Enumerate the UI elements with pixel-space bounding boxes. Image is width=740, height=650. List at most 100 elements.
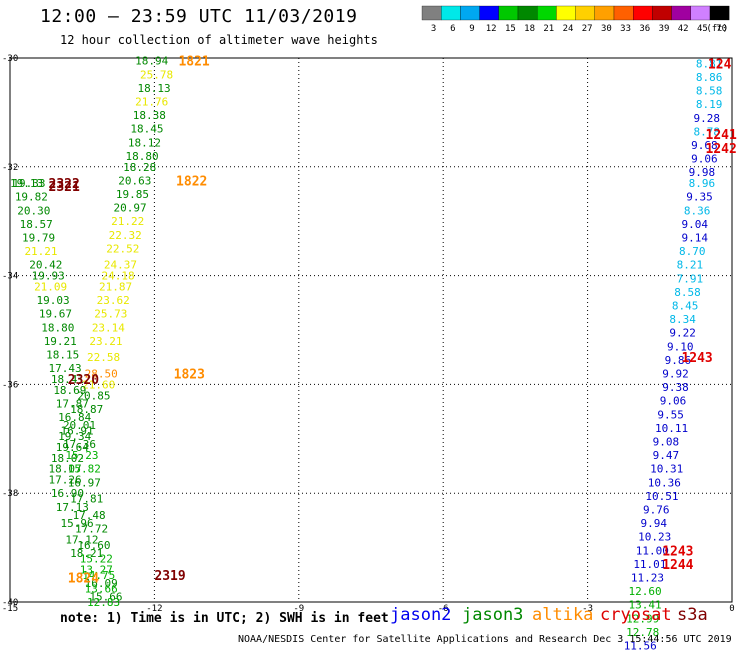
y-tick-label: -32 — [2, 163, 18, 173]
swh-point-cryosat: 8.70 — [679, 245, 706, 258]
time-label: 2322 — [49, 177, 80, 192]
swh-point-altika: 19.34 — [58, 430, 91, 443]
swh-point-cryosat: 8.58 — [674, 286, 701, 299]
swh-point-altika: 23.21 — [89, 335, 122, 348]
legend-swatch — [575, 5, 595, 21]
swh-point-altika: 21.87 — [99, 280, 132, 293]
legend-label: 45 — [697, 24, 708, 34]
color-scale-legend: 3 6 9 12 15 18 21 24 27 30 33 36 39 42 45 70(ft) — [421, 5, 730, 34]
swh-point-altika: 17.13 — [56, 501, 89, 514]
swh-point-s3a: 19.03 — [36, 294, 69, 307]
swh-point-cryosat: 8.81 — [696, 57, 723, 70]
time-labels: 1821182218231824232123222320231912412411… — [49, 55, 737, 587]
swh-point-altika: 16.09 — [85, 577, 118, 590]
swh-point-s3a: 19.67 — [39, 308, 72, 321]
time-label: 1243 — [662, 544, 693, 559]
swh-point-cryosat: 10.36 — [648, 476, 681, 489]
swh-point-s3a: 13.66 — [85, 582, 118, 595]
swh-point-s3a: 19.21 — [44, 335, 77, 348]
time-label: 2320 — [68, 373, 99, 388]
swh-point-cryosat: 13.41 — [629, 599, 662, 612]
legend-label: 3 — [431, 24, 436, 34]
sat-jason3: jason3 — [462, 605, 524, 625]
swh-point-cryosat: 9.47 — [653, 449, 680, 462]
swh-point-s3a: 20.30 — [17, 204, 50, 217]
swh-point-s3a: 12.83 — [87, 596, 120, 609]
swh-point-s3a: 17.87 — [56, 397, 89, 410]
swh-point-altika: 21.60 — [82, 378, 115, 391]
legend-label: 21 — [543, 24, 554, 34]
swh-point-cryosat: 9.92 — [662, 368, 689, 381]
swh-point-altika: 18.94 — [135, 55, 168, 68]
swh-point-cryosat: 9.35 — [686, 191, 713, 204]
swh-point-s3a: 16.97 — [68, 476, 101, 489]
swh-point-cryosat: 8.19 — [696, 98, 723, 111]
swh-point-s3a: 19.79 — [22, 232, 55, 245]
swh-point-cryosat: 9.94 — [641, 517, 668, 530]
legend-swatch — [498, 5, 519, 21]
swh-point-cryosat: 10.31 — [650, 463, 683, 476]
swh-point-s3a: 18.57 — [20, 218, 53, 231]
sat-altika: altika — [532, 605, 594, 625]
swh-point-altika: 17.12 — [65, 533, 98, 546]
legend-swatch — [690, 5, 711, 21]
swh-point-altika: 24.37 — [104, 259, 137, 272]
swh-point-altika: 28.50 — [85, 368, 118, 381]
swh-point-cryosat: 9.68 — [691, 139, 718, 152]
swh-point-cryosat: 8.34 — [669, 313, 696, 326]
swh-point-altika: 22.52 — [106, 242, 139, 255]
time-label: 1823 — [174, 368, 205, 383]
swh-point-s3a: 21.21 — [24, 245, 57, 258]
note-text: note: 1) Time is in UTC; 2) SWH is in fe… — [60, 611, 389, 626]
swh-point-altika: 24.18 — [101, 270, 134, 283]
plot-frame — [9, 57, 733, 603]
swh-point-cryosat: 11.23 — [631, 572, 664, 585]
swh-point-s3a: 17.43 — [49, 362, 82, 375]
swh-point-altika: 20.01 — [63, 419, 96, 432]
swh-point-altika: 21.76 — [135, 96, 168, 109]
legend-label: 30 — [601, 24, 612, 34]
swh-point-s3a: 15.22 — [80, 552, 113, 565]
swh-point-s3a: 19.33 — [12, 177, 45, 190]
y-tick-label: -36 — [2, 380, 18, 390]
legend-swatch — [460, 5, 480, 21]
swh-point-cryosat: 9.10 — [667, 340, 694, 353]
swh-point-altika: 23.62 — [97, 294, 130, 307]
swh-point-altika: 16.90 — [51, 487, 84, 500]
x-tick-label: -12 — [146, 604, 162, 614]
swh-point-altika: 19.85 — [116, 188, 149, 201]
legend-swatch — [517, 5, 538, 21]
legend-label: 18 — [524, 24, 535, 34]
swh-point-cryosat: 9.28 — [693, 112, 720, 125]
swh-point-altika: 15.96 — [61, 517, 94, 530]
swh-point-altika: 20.63 — [118, 174, 151, 187]
x-tick-label: -6 — [438, 604, 449, 614]
swh-point-s3a: 20.42 — [29, 259, 62, 272]
legend-label: 6 — [450, 24, 455, 34]
swh-point-cryosat: 7.91 — [677, 272, 704, 285]
swh-point-s3a: 17.36 — [63, 438, 96, 451]
legend-label: 36 — [639, 24, 650, 34]
swh-point-cryosat: 9.06 — [691, 153, 718, 166]
swh-point-s3a: 18.80 — [41, 321, 74, 334]
y-tick-label: -30 — [2, 54, 18, 64]
swh-point-s3a: 15.82 — [68, 463, 101, 476]
swh-point-s3a: 18.15 — [46, 348, 79, 361]
swh-point-altika: 18.80 — [126, 150, 159, 163]
swh-point-cryosat: 9.22 — [669, 327, 696, 340]
data-points: 18.9425.7818.1321.7618.3818.4518.1218.80… — [10, 55, 722, 650]
time-label: 1824 — [68, 572, 99, 587]
swh-point-cryosat: 9.38 — [662, 381, 689, 394]
swh-point-cryosat: 8.45 — [672, 300, 699, 313]
swh-point-altika: 20.97 — [113, 202, 146, 215]
swh-point-altika: 13.27 — [80, 563, 113, 576]
swh-point-altika: 19.64 — [56, 441, 89, 454]
sat-cryosat: cryosat — [600, 605, 672, 625]
swh-point-cryosat: 8.21 — [677, 259, 704, 272]
swh-point-cryosat: 9.55 — [657, 408, 684, 421]
legend-label: 39 — [659, 24, 670, 34]
swh-point-altika: 18.13 — [138, 82, 171, 95]
time-label: 1241 — [706, 128, 737, 143]
swh-point-s3a: 18.41 — [51, 373, 84, 386]
